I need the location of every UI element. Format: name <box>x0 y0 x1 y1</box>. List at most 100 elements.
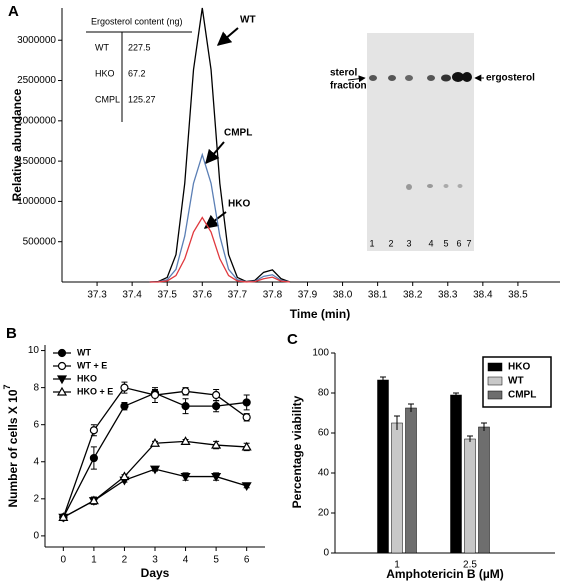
x-axis-title: Days <box>141 566 170 580</box>
y-axis-title-text: Number of cells X 10 <box>6 389 20 507</box>
y-tick-label: 500000 <box>23 236 57 247</box>
lane-label: 2 <box>388 238 393 248</box>
series-line <box>149 7 291 283</box>
x-tick-label: 6 <box>244 555 250 566</box>
y-axis-title-exponent: 7 <box>2 384 12 389</box>
bar <box>405 407 417 554</box>
x-tick-label: 38.0 <box>333 290 353 301</box>
error-bar <box>481 422 487 431</box>
inset-table: Ergosterol content (ng) WT 227.5 HKO 67.… <box>86 16 192 122</box>
y-tick-label: 2 <box>33 493 39 504</box>
y-tick-label: 3000000 <box>17 35 56 46</box>
y-axis-title: Percentage viability <box>290 395 304 508</box>
y-tick-label: 100 <box>312 348 329 359</box>
y-tick-label: 0 <box>33 531 39 542</box>
gel-band <box>388 75 396 81</box>
arrow <box>347 75 366 83</box>
x-tick-label: 38.2 <box>403 290 423 301</box>
bar <box>464 438 476 554</box>
x-tick-label: 5 <box>213 555 219 566</box>
legend-marker <box>57 348 67 358</box>
x-tick-label: 1 <box>394 560 400 571</box>
y-tick-label: 10 <box>28 345 40 356</box>
x-tick-label: 38.5 <box>508 290 528 301</box>
table-cell: 67.2 <box>128 68 146 78</box>
gel-spot <box>427 184 433 188</box>
x-tick-label: 38.3 <box>438 290 458 301</box>
y-axis-title-text: Relative abundance <box>10 88 24 201</box>
y-tick-label: 2500000 <box>17 75 56 86</box>
marker <box>181 387 190 396</box>
error-bar <box>453 392 459 397</box>
marker <box>180 436 191 445</box>
y-tick-label: 20 <box>318 508 330 519</box>
gel-spot <box>406 184 412 190</box>
y-axis-title: Relative abundance <box>10 88 24 201</box>
lane-label: 1 <box>369 238 374 248</box>
lane-label: 6 <box>456 238 461 248</box>
gel-band <box>369 75 377 81</box>
x-tick-label: 0 <box>61 555 67 566</box>
marker <box>120 383 129 392</box>
legend-label: WT <box>77 347 91 357</box>
lane-label: 4 <box>428 238 433 248</box>
legend-label: HKO + E <box>77 386 113 396</box>
x-tick-label: 37.4 <box>122 290 142 301</box>
marker <box>181 402 190 411</box>
table-cell: HKO <box>95 68 115 78</box>
gel-label: fraction <box>330 81 367 92</box>
legend-label: HKO <box>77 373 97 383</box>
y-tick-label: 60 <box>318 428 330 439</box>
marker <box>89 453 98 463</box>
legend-swatch <box>487 390 503 400</box>
x-tick-label: 38.1 <box>368 290 388 301</box>
marker <box>242 398 251 407</box>
error-bar <box>394 415 400 430</box>
gel-spot <box>443 184 449 188</box>
gel-band <box>427 75 435 81</box>
gel-spot <box>457 184 463 188</box>
arrow <box>205 141 225 165</box>
gel-band <box>441 74 451 82</box>
inset-table-title: Ergosterol content (ng) <box>91 16 183 26</box>
x-tick-label: 37.3 <box>87 290 107 301</box>
legend-marker <box>56 375 68 385</box>
y-tick-label: 2000000 <box>17 115 56 126</box>
marker <box>212 390 221 400</box>
gel-band <box>462 72 472 82</box>
marker <box>242 413 251 422</box>
y-tick-label: 4 <box>33 456 39 467</box>
panel-label: C <box>287 331 298 348</box>
marker <box>150 390 160 400</box>
lane-label: 7 <box>466 238 471 248</box>
legend-label: WT <box>508 376 524 387</box>
marker <box>211 439 222 449</box>
x-tick-label: 38.4 <box>473 290 493 301</box>
y-tick-label: 80 <box>318 388 330 399</box>
gel-label: ergosterol <box>486 73 535 84</box>
legend-marker <box>56 386 68 396</box>
y-tick-label: 6 <box>33 419 39 430</box>
marker <box>241 441 252 451</box>
legend-marker <box>57 361 67 371</box>
arrow <box>216 27 239 46</box>
error-bar <box>380 376 386 383</box>
gel-band <box>452 72 464 82</box>
marker <box>180 472 191 482</box>
table-cell: CMPL <box>95 94 120 104</box>
marker <box>149 465 161 475</box>
series-line <box>149 152 291 283</box>
y-tick-label: 1000000 <box>17 196 56 207</box>
legend-label: CMPL <box>508 390 536 401</box>
panel-label: A <box>8 3 19 20</box>
lane-label: 3 <box>406 238 411 248</box>
legend-swatch <box>487 376 503 386</box>
marker <box>58 512 69 521</box>
series-line <box>149 216 291 283</box>
marker <box>212 402 221 411</box>
gel-background <box>367 33 474 251</box>
error-bar <box>467 435 473 442</box>
series-line <box>63 440 247 518</box>
